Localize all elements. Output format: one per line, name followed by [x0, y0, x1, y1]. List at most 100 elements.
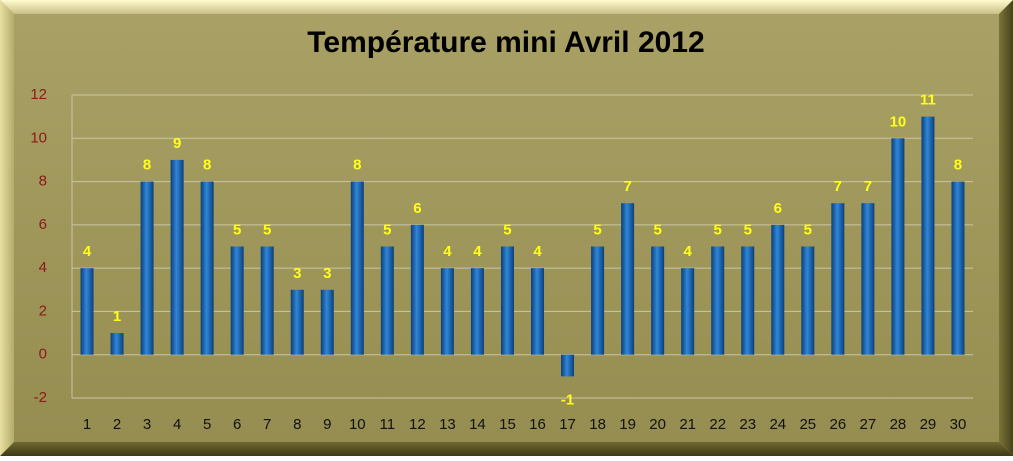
x-tick-label: 20: [649, 416, 666, 433]
bar: [711, 246, 725, 355]
value-label: 5: [503, 221, 511, 238]
bar: [771, 224, 785, 355]
bar: [260, 246, 274, 355]
bevel: [0, 442, 1013, 456]
x-tick-label: 26: [830, 416, 847, 433]
x-tick-label: 3: [143, 416, 151, 433]
value-label: 5: [744, 221, 752, 238]
value-label: 5: [383, 221, 391, 238]
bar: [591, 246, 605, 355]
x-tick-label: 1: [83, 416, 91, 433]
x-tick-label: 5: [203, 416, 211, 433]
x-tick-label: 7: [263, 416, 271, 433]
bar: [531, 268, 545, 355]
x-tick-label: 29: [920, 416, 937, 433]
x-tick-label: 4: [173, 416, 181, 433]
bar: [170, 159, 184, 355]
x-tick-label: 17: [559, 416, 576, 433]
bar: [380, 246, 394, 355]
x-tick-label: 22: [709, 416, 726, 433]
x-tick-label: 2: [113, 416, 121, 433]
bar: [230, 246, 244, 355]
value-label: 1: [113, 308, 121, 325]
bar: [350, 181, 364, 355]
value-label: 10: [890, 113, 907, 130]
x-tick-label: 18: [589, 416, 606, 433]
bar: [140, 181, 154, 355]
value-label: 7: [834, 178, 842, 195]
value-label: 4: [684, 243, 693, 260]
value-label: 3: [323, 265, 331, 282]
x-tick-label: 8: [293, 416, 301, 433]
x-tick-label: 24: [769, 416, 786, 433]
value-label: 4: [443, 243, 452, 260]
value-label: 5: [714, 221, 722, 238]
bar: [440, 268, 454, 355]
value-label: 5: [593, 221, 601, 238]
bar: [831, 203, 845, 355]
value-label: -1: [561, 391, 574, 408]
bar: [651, 246, 665, 355]
value-label: 8: [203, 157, 211, 174]
value-label: 4: [83, 243, 92, 260]
x-tick-label: 14: [469, 416, 486, 433]
x-tick-label: 16: [529, 416, 546, 433]
value-label: 4: [473, 243, 482, 260]
bar: [891, 138, 905, 355]
value-label: 5: [804, 221, 812, 238]
x-tick-label: 9: [323, 416, 331, 433]
y-tick-label: 10: [30, 129, 47, 146]
x-tick-label: 21: [679, 416, 696, 433]
x-tick-label: 27: [860, 416, 877, 433]
x-tick-label: 6: [233, 416, 241, 433]
bevel: [0, 0, 14, 456]
bar: [801, 246, 815, 355]
y-tick-label: 4: [39, 259, 47, 276]
bar: [470, 268, 484, 355]
x-tick-label: 28: [890, 416, 907, 433]
x-tick-label: 10: [349, 416, 366, 433]
bar: [320, 289, 334, 355]
value-label: 7: [864, 178, 872, 195]
bar: [921, 116, 935, 355]
x-tick-label: 19: [619, 416, 636, 433]
bar: [741, 246, 755, 355]
bar: [621, 203, 635, 355]
value-label: 8: [353, 157, 361, 174]
x-tick-label: 15: [499, 416, 516, 433]
x-tick-label: 23: [739, 416, 756, 433]
value-label: 5: [653, 221, 661, 238]
value-label: 11: [920, 92, 936, 109]
bevel: [999, 0, 1013, 456]
bar: [681, 268, 695, 355]
bar: [290, 289, 304, 355]
value-label: 6: [413, 200, 421, 217]
x-tick-label: 11: [380, 416, 396, 433]
y-tick-label: -2: [34, 389, 47, 406]
value-label: 8: [143, 157, 151, 174]
x-tick-label: 13: [439, 416, 456, 433]
y-tick-label: 2: [39, 302, 47, 319]
value-label: 5: [233, 221, 241, 238]
chart-title: Température mini Avril 2012: [307, 26, 704, 59]
bar: [951, 181, 965, 355]
value-label: 6: [774, 200, 782, 217]
value-label: 5: [263, 221, 271, 238]
bar: [561, 354, 575, 377]
value-label: 8: [954, 157, 962, 174]
bevel: [0, 0, 1013, 14]
bar: [500, 246, 514, 355]
value-label: 7: [623, 178, 631, 195]
x-tick-label: 12: [409, 416, 426, 433]
bar: [200, 181, 214, 355]
y-tick-label: 8: [39, 173, 47, 190]
bar: [410, 224, 424, 355]
y-tick-label: 6: [39, 216, 47, 233]
x-tick-label: 30: [950, 416, 967, 433]
value-label: 4: [533, 243, 542, 260]
y-tick-label: 12: [30, 86, 47, 103]
bar: [80, 268, 94, 355]
x-tick-label: 25: [799, 416, 816, 433]
bar: [861, 203, 875, 355]
